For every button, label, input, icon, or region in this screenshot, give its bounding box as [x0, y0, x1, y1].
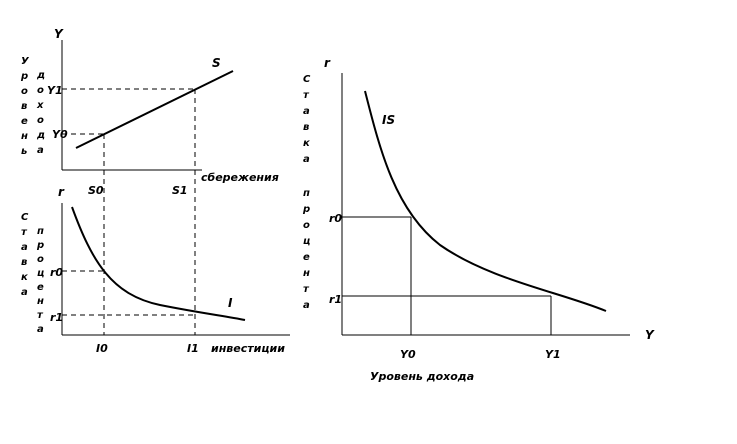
savings-tick-y1: Y1 [47, 84, 63, 97]
investment-curve [71, 206, 246, 321]
savings-x-axis-title: сбережения [201, 171, 279, 184]
investment-curve-label: I [228, 296, 233, 310]
is-curve-label: IS [382, 113, 395, 127]
is-tick-y0: Y0 [400, 348, 416, 361]
investment-tick-r1: r1 [50, 311, 63, 324]
is-x-axis-symbol: Y [645, 328, 655, 342]
investment-tick-i1: I1 [187, 342, 199, 355]
investment-tick-r0: r0 [50, 266, 63, 279]
is-tick-r1: r1 [329, 293, 342, 306]
savings-line [75, 70, 234, 149]
is-tick-r0: r0 [329, 212, 342, 225]
investment-y-axis-symbol: r [58, 185, 65, 199]
is-y-axis-symbol: r [324, 56, 331, 70]
savings-y-axis-symbol: Y [54, 27, 64, 41]
investment-x-axis-title: инвестиции [211, 342, 285, 355]
savings-tick-y0: Y0 [52, 128, 68, 141]
savings-line-label: S [212, 56, 221, 70]
is-curve [364, 90, 607, 312]
is-x-axis-title: Уровень дохода [370, 370, 474, 383]
left-dashed-guides [62, 88, 196, 335]
is-tick-y1: Y1 [545, 348, 561, 361]
investment-tick-i0: I0 [96, 342, 108, 355]
savings-tick-s1: S1 [172, 184, 188, 197]
savings-tick-s0: S0 [88, 184, 104, 197]
